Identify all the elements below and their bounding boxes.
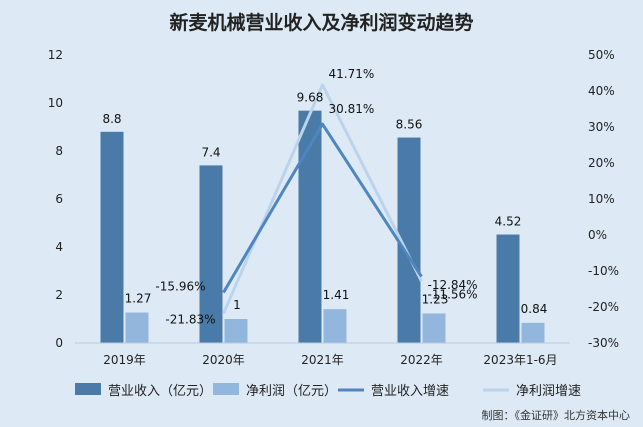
y-left-tick-label: 4 [55, 240, 63, 254]
y-right-tick-label: 0% [588, 228, 607, 242]
revenue-bar [100, 131, 124, 343]
revenue-bar-label: 7.4 [201, 145, 220, 159]
y-right-tick-label: 30% [588, 120, 615, 134]
y-right-tick-label: 10% [588, 192, 615, 206]
net-profit-bar-label: 1.41 [323, 288, 350, 302]
net-profit-bar [422, 313, 446, 343]
revenue-bar-label: 4.52 [495, 215, 522, 229]
x-category-label: 2020年 [202, 353, 245, 367]
net-profit-growth-label: -12.84% [428, 278, 478, 292]
y-right-tick-label: -20% [588, 300, 619, 314]
revenue-growth-label: 30.81% [329, 102, 375, 116]
x-category-label: 2023年1-6月 [483, 353, 557, 367]
net-profit-bar [521, 322, 545, 343]
y-right-tick-label: -30% [588, 336, 619, 350]
net-profit-bar-label: 0.84 [521, 302, 548, 316]
legend-net-profit-growth-text: 净利润增速 [516, 384, 581, 399]
legend: 营业收入（亿元） 净利润（亿元） 营业收入增速 净利润增速 [75, 383, 581, 399]
revenue-bar [496, 234, 520, 343]
net-profit-bar-label: 1.27 [125, 292, 152, 306]
revenue-bar [397, 137, 421, 343]
net-profit-bar-label: 1 [233, 298, 241, 312]
legend-net-profit-swatch [213, 383, 239, 395]
data-labels-group: 8.8 7.4 9.68 8.56 4.52 1.27 1 1.41 1.23 0.84 -15.9… [102, 67, 547, 327]
y-left-tick-label: 10 [48, 96, 63, 110]
net-profit-growth-label: 41.71% [329, 67, 375, 81]
y-left-tick-label: 12 [48, 48, 63, 62]
y-right-tick-label: 20% [588, 156, 615, 170]
y-left-tick-label: 2 [55, 288, 63, 302]
lines-group [222, 83, 423, 315]
revenue-bar-label: 8.8 [102, 112, 121, 126]
revenue-bar-label: 9.68 [297, 91, 324, 105]
net-profit-bar [224, 319, 248, 343]
revenue-growth-label: -11.56% [428, 288, 478, 302]
x-category-label: 2022年 [400, 353, 443, 367]
x-category-label: 2019年 [103, 353, 146, 367]
y-left-tick-label: 8 [55, 144, 63, 158]
revenue-bar [298, 110, 322, 344]
net-profit-bar [125, 312, 149, 343]
axes-group: 0 2 4 6 8 10 12 -30% -20% -10% 0% 10% 20% 30% 40% 50% 20… [48, 48, 619, 367]
y-right-tick-label: 50% [588, 48, 615, 62]
revenue-bar [199, 165, 223, 343]
revenue-growth-line [222, 122, 423, 294]
legend-revenue-text: 营业收入（亿元） [108, 384, 212, 399]
revenue-bar-label: 8.56 [396, 118, 423, 132]
y-right-tick-label: 40% [588, 84, 615, 98]
net-profit-bar [323, 309, 347, 343]
y-right-tick-label: -10% [588, 264, 619, 278]
net-profit-bar-label: 1.23 [422, 292, 449, 306]
revenue-growth-label: -15.96% [155, 279, 205, 293]
x-category-label: 2021年 [301, 353, 344, 367]
legend-revenue-swatch [75, 383, 101, 395]
chart-title: 新麦机械营业收入及净利润变动趋势 [169, 11, 473, 34]
net-profit-growth-line [222, 83, 423, 315]
y-left-tick-label: 6 [55, 192, 63, 206]
legend-net-profit-text: 净利润（亿元） [246, 384, 337, 399]
legend-revenue-growth-text: 营业收入增速 [371, 384, 449, 399]
source-note: 制图：《金证研》北方资本中心 [482, 408, 631, 422]
net-profit-growth-label: -21.83% [165, 313, 215, 327]
bars-group [100, 110, 545, 344]
y-left-tick-label: 0 [55, 336, 63, 350]
